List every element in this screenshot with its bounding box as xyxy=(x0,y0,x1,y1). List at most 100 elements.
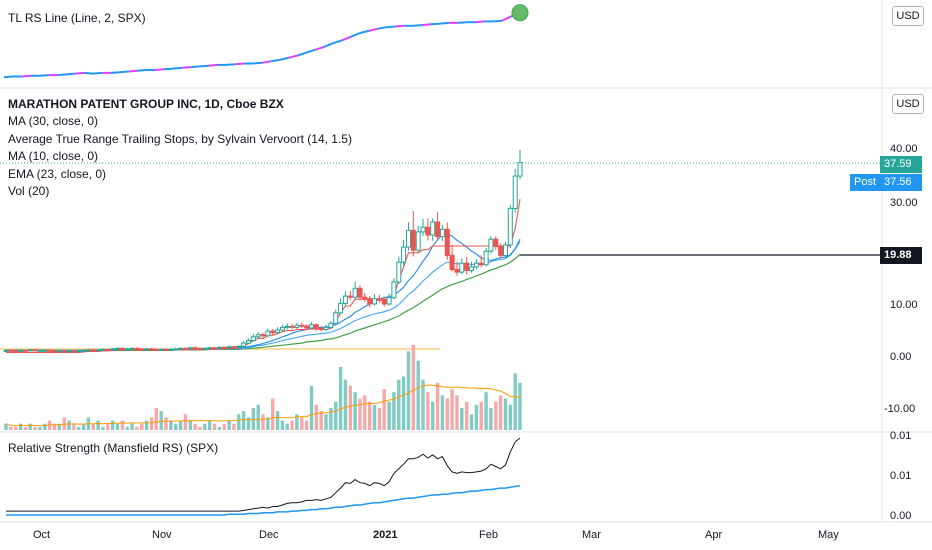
price-tick: 30.00 xyxy=(890,197,918,209)
candle-body xyxy=(85,349,91,352)
candle-body xyxy=(357,287,363,298)
volume-bar xyxy=(217,426,222,430)
rs-line-segment xyxy=(368,27,378,32)
rs-line-segment xyxy=(315,45,325,51)
rs-line-segment xyxy=(493,19,503,23)
volume-bar xyxy=(169,420,173,430)
volume-bar xyxy=(363,395,367,430)
candle-body xyxy=(231,346,237,349)
rs-line-segment xyxy=(181,66,191,69)
candle-body xyxy=(406,229,411,248)
candle-body xyxy=(22,349,28,352)
rs-line-segment xyxy=(128,69,138,73)
atr-legend[interactable]: Average True Range Trailing Stops, by Sy… xyxy=(8,132,352,146)
rs-line-segment xyxy=(84,71,94,75)
candle-body xyxy=(512,175,518,210)
candle-body xyxy=(265,330,271,337)
candle-body xyxy=(454,269,460,273)
candle-body xyxy=(192,347,198,350)
candle-body xyxy=(313,324,319,329)
rs-line-segment xyxy=(341,35,352,42)
volume-bar xyxy=(101,426,105,430)
candle-body xyxy=(66,350,72,353)
horizontal-line-price-tag: 19.88 xyxy=(880,247,922,264)
candle-body xyxy=(367,298,373,305)
candle-body xyxy=(420,226,426,233)
rs-line-segment xyxy=(457,21,467,24)
volume-bar xyxy=(372,404,377,430)
volume-bar xyxy=(198,426,202,430)
candle-body xyxy=(410,229,416,251)
volume-bar xyxy=(343,379,348,430)
candle-body xyxy=(129,347,135,350)
ema23-legend[interactable]: EMA (23, close, 0) xyxy=(8,167,107,181)
candle-body xyxy=(493,238,499,247)
volume-bar xyxy=(106,423,110,430)
volume-bar xyxy=(159,411,163,430)
currency-button-top[interactable]: USD xyxy=(892,6,924,26)
volume-bar xyxy=(489,408,493,430)
volume-bar xyxy=(178,420,183,430)
rs-line-segment xyxy=(253,61,263,65)
volume-bar xyxy=(246,417,251,430)
volume-bar xyxy=(174,423,178,430)
rs-line-legend[interactable]: TL RS Line (Line, 2, SPX) xyxy=(8,11,146,25)
volume-bar xyxy=(266,417,270,430)
candle-body xyxy=(8,349,14,352)
volume-bar xyxy=(67,420,71,430)
price-tick: 40.00 xyxy=(890,143,918,155)
volume-bar xyxy=(52,423,57,430)
volume-bar xyxy=(135,426,139,430)
price-tick: -10.00 xyxy=(884,403,916,415)
volume-bar xyxy=(518,382,522,430)
candle-body xyxy=(425,226,431,236)
candle-body xyxy=(56,350,62,353)
mansfield-legend[interactable]: Relative Strength (Mansfield RS) (SPX) xyxy=(8,441,219,455)
candle-body xyxy=(13,350,19,353)
currency-button-main[interactable]: USD xyxy=(892,94,924,114)
rs-line-segment xyxy=(3,75,13,79)
volume-bar xyxy=(338,367,343,430)
atr-trailing-stop-line xyxy=(6,199,521,354)
candle-body xyxy=(144,348,150,351)
volume-bar xyxy=(406,351,411,430)
volume-bar xyxy=(421,379,425,430)
candle-body xyxy=(178,347,184,350)
volume-bar xyxy=(43,423,47,430)
ma10-legend[interactable]: MA (10, close, 0) xyxy=(8,149,99,163)
volume-bar xyxy=(251,408,255,430)
candle-body xyxy=(284,325,290,328)
rs-line-segment xyxy=(190,65,200,69)
rs-line-segment xyxy=(297,51,307,57)
rs-line-segment xyxy=(350,32,361,38)
candle-body xyxy=(517,162,523,177)
rs-line-segment xyxy=(288,54,298,59)
symbol-title[interactable]: MARATHON PATENT GROUP INC, 1D, Cboe BZX xyxy=(8,97,284,111)
volume-bar xyxy=(237,414,241,430)
volume-bar xyxy=(329,408,333,430)
candle-body xyxy=(182,347,188,350)
volume-bar xyxy=(314,404,318,430)
rs-line-segment xyxy=(279,56,289,61)
ma30-legend[interactable]: MA (30, close, 0) xyxy=(8,114,99,128)
volume-bar xyxy=(300,417,304,430)
candle-body xyxy=(415,231,421,251)
volume-bar xyxy=(222,423,226,430)
vol-legend[interactable]: Vol (20) xyxy=(8,184,50,198)
rs-line-segment xyxy=(475,20,485,24)
volume-bar xyxy=(241,411,246,430)
rs-line-segment xyxy=(430,22,440,26)
candle-body xyxy=(464,262,470,272)
rs-line-segment xyxy=(164,67,174,71)
rs-line-segment xyxy=(172,66,182,70)
volume-bar xyxy=(479,401,483,430)
volume-bar xyxy=(431,401,435,430)
candle-body xyxy=(139,348,145,351)
candle-body xyxy=(333,312,339,324)
candle-body xyxy=(260,334,266,337)
volume-bar xyxy=(411,345,415,430)
volume-bar xyxy=(435,382,440,430)
candle-body xyxy=(110,348,116,351)
candle-body xyxy=(478,262,484,266)
